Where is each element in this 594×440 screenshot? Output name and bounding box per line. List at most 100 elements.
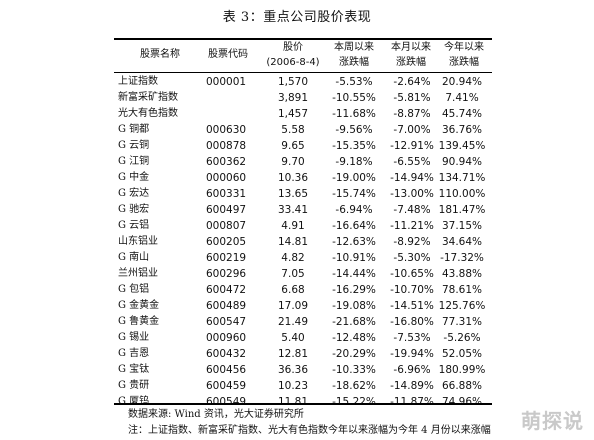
- cell-week-change: -15.35%: [332, 140, 376, 152]
- cell-month-change: -14.94%: [390, 172, 434, 184]
- cell-name: G 厦钨: [118, 396, 150, 407]
- cell-month-change: -19.94%: [390, 348, 434, 360]
- table-row: G 金黄金 600489 17.09 -19.08% -14.51% 125.76%: [114, 298, 492, 314]
- cell-price: 11.81: [277, 396, 309, 408]
- cell-name: 光大有色指数: [118, 108, 178, 119]
- cell-month-change: -5.30%: [393, 252, 431, 264]
- cell-month-change: -8.87%: [393, 108, 431, 120]
- cell-year-change: 125.76%: [438, 300, 486, 312]
- header-code: 股票代码: [196, 39, 260, 73]
- cell-price: 7.05: [281, 268, 305, 280]
- cell-week-change: -20.29%: [332, 348, 376, 360]
- cell-week-change: -12.48%: [332, 332, 376, 344]
- cell-week-change: -11.68%: [332, 108, 376, 120]
- cell-code: 000960: [206, 332, 247, 344]
- table-row: G 中金 000060 10.36 -19.00% -14.94% 134.71%: [114, 170, 492, 186]
- table-row: 上证指数 000001 1,570 -5.53% -2.64% 20.94%: [114, 74, 492, 90]
- cell-price: 5.58: [281, 124, 305, 136]
- cell-price: 6.68: [281, 284, 305, 296]
- cell-week-change: -19.08%: [332, 300, 376, 312]
- table-row: G 江铜 600362 9.70 -9.18% -6.55% 90.94%: [114, 154, 492, 170]
- cell-code: 600331: [206, 188, 247, 200]
- cell-price: 10.36: [277, 172, 309, 184]
- cell-code: 600456: [206, 364, 247, 376]
- cell-week-change: -18.62%: [332, 380, 376, 392]
- cell-price: 13.65: [277, 188, 309, 200]
- cell-code: 600296: [206, 268, 247, 280]
- cell-name: G 南山: [118, 252, 150, 263]
- table-row: G 云铝 000807 4.91 -16.64% -11.21% 37.15%: [114, 218, 492, 234]
- cell-week-change: -15.74%: [332, 188, 376, 200]
- cell-name: G 云铜: [118, 140, 150, 151]
- cell-year-change: -17.32%: [440, 252, 484, 264]
- cell-name: G 驰宏: [118, 204, 150, 215]
- cell-month-change: -7.00%: [393, 124, 431, 136]
- cell-month-change: -11.87%: [390, 396, 434, 408]
- cell-name: G 铜都: [118, 124, 150, 135]
- cell-code: 600472: [206, 284, 247, 296]
- table-row: G 锡业 000960 5.40 -12.48% -7.53% -5.26%: [114, 330, 492, 346]
- cell-year-change: 77.31%: [441, 316, 483, 328]
- cell-month-change: -13.00%: [390, 188, 434, 200]
- cell-name: G 中金: [118, 172, 150, 183]
- header-price-line2: (2006-8-4): [266, 57, 320, 68]
- cell-month-change: -16.80%: [390, 316, 434, 328]
- cell-year-change: 90.94%: [441, 156, 483, 168]
- cell-month-change: -14.89%: [390, 380, 434, 392]
- cell-year-change: 139.45%: [438, 140, 486, 152]
- cell-year-change: 78.61%: [441, 284, 483, 296]
- cell-year-change: 180.99%: [438, 364, 486, 376]
- cell-year-change: 45.74%: [441, 108, 483, 120]
- cell-price: 10.23: [277, 380, 309, 392]
- cell-year-change: -5.26%: [443, 332, 481, 344]
- cell-price: 9.70: [281, 156, 305, 168]
- cell-month-change: -5.81%: [393, 92, 431, 104]
- cell-price: 21.49: [277, 316, 309, 328]
- cell-week-change: -14.44%: [332, 268, 376, 280]
- header-year: 今年以来 涨跌幅: [436, 39, 492, 73]
- table-row: 新富采矿指数 3,891 -10.55% -5.81% 7.41%: [114, 90, 492, 106]
- cell-year-change: 7.41%: [445, 92, 479, 104]
- cell-price: 4.82: [281, 252, 305, 264]
- cell-price: 33.41: [277, 204, 309, 216]
- header-year-line1: 今年以来: [444, 42, 484, 53]
- cell-price: 12.81: [277, 348, 309, 360]
- table-row: 光大有色指数 1,457 -11.68% -8.87% 45.74%: [114, 106, 492, 122]
- cell-name: G 锡业: [118, 332, 150, 343]
- table-title: 表 3：重点公司股价表现: [222, 10, 372, 25]
- header-week-line1: 本周以来: [334, 42, 374, 53]
- table-row: G 厦钨 600549 11.81 -15.22% -11.87% 74.96%: [114, 394, 492, 410]
- header-week: 本周以来 涨跌幅: [324, 39, 384, 73]
- cell-week-change: -16.64%: [332, 220, 376, 232]
- cell-price: 9.65: [281, 140, 305, 152]
- cell-name: 新富采矿指数: [118, 92, 178, 103]
- table-row: G 贵研 600459 10.23 -18.62% -14.89% 66.88%: [114, 378, 492, 394]
- cell-code: 600205: [206, 236, 247, 248]
- header-year-line2: 涨跌幅: [449, 57, 479, 68]
- cell-price: 4.91: [281, 220, 305, 232]
- cell-price: 17.09: [277, 300, 309, 312]
- cell-code: 000001: [206, 76, 247, 88]
- cell-week-change: -12.63%: [332, 236, 376, 248]
- cell-month-change: -10.70%: [390, 284, 434, 296]
- cell-year-change: 37.15%: [441, 220, 483, 232]
- table-row: G 宏达 600331 13.65 -15.74% -13.00% 110.00%: [114, 186, 492, 202]
- header-month: 本月以来 涨跌幅: [384, 39, 438, 73]
- cell-week-change: -9.18%: [335, 156, 373, 168]
- cell-week-change: -21.68%: [332, 316, 376, 328]
- cell-name: G 云铝: [118, 220, 150, 231]
- table-row: 兰州铝业 600296 7.05 -14.44% -10.65% 43.88%: [114, 266, 492, 282]
- cell-year-change: 43.88%: [441, 268, 483, 280]
- cell-code: 600362: [206, 156, 247, 168]
- cell-name: G 鲁黄金: [118, 316, 160, 327]
- table-row: G 包铝 600472 6.68 -16.29% -10.70% 78.61%: [114, 282, 492, 298]
- cell-month-change: -6.55%: [393, 156, 431, 168]
- cell-name: G 江铜: [118, 156, 150, 167]
- source-note: 数据来源: Wind 资讯，光大证券研究所: [128, 409, 304, 420]
- cell-price: 5.40: [281, 332, 305, 344]
- cell-month-change: -10.65%: [390, 268, 434, 280]
- cell-code: 000630: [206, 124, 247, 136]
- cell-week-change: -10.33%: [332, 364, 376, 376]
- table-row: G 鲁黄金 600547 21.49 -21.68% -16.80% 77.31%: [114, 314, 492, 330]
- cell-code: 600459: [206, 380, 247, 392]
